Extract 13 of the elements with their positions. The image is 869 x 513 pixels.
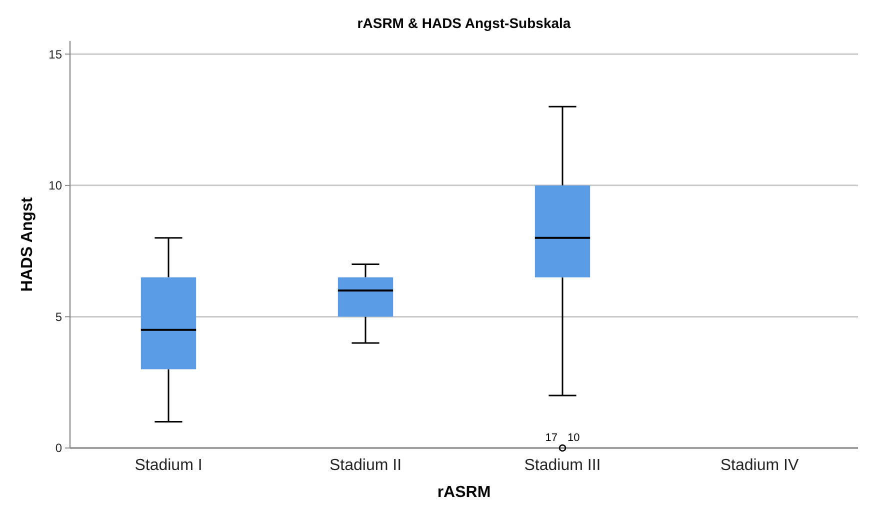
x-tick-label: Stadium IV	[720, 457, 799, 474]
x-tick-label: Stadium II	[329, 457, 402, 474]
chart-title: rASRM & HADS Angst-Subskala	[357, 15, 571, 31]
y-tick-label: 10	[48, 178, 62, 193]
y-tick-label: 5	[55, 310, 62, 324]
y-tick-label: 15	[48, 47, 62, 62]
x-tick-label: Stadium I	[134, 457, 202, 474]
x-tick-label: Stadium III	[524, 457, 601, 474]
y-tick-label: 0	[55, 441, 62, 456]
annotation: 10	[568, 432, 580, 444]
annotation: 17	[545, 432, 558, 444]
x-axis-title: rASRM	[437, 484, 491, 501]
y-axis-title: HADS Angst	[19, 196, 36, 292]
